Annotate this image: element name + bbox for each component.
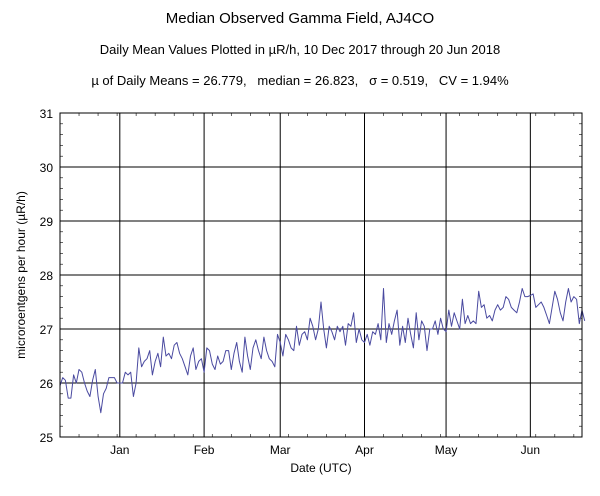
x-tick-label: Jun [521, 443, 540, 457]
y-tick-label: 31 [40, 107, 54, 121]
x-tick-label: Mar [270, 443, 291, 457]
x-tick-label: Jan [110, 443, 129, 457]
series-layer [59, 288, 586, 414]
y-tick-label: 27 [40, 323, 54, 337]
chart-statistics: µ of Daily Means = 26.779, median = 26.8… [91, 73, 509, 88]
x-tick-label: Feb [194, 443, 215, 457]
y-tick-label: 28 [40, 269, 54, 283]
y-tick-label: 25 [40, 431, 54, 445]
chart-title: Median Observed Gamma Field, AJ4CO [165, 10, 435, 27]
y-axis-label: microroentgens per hour (µR/h) [14, 191, 28, 359]
x-axis-label: Date (UTC) [290, 461, 351, 475]
y-tick-labels: 25 26 27 28 29 30 31 [40, 107, 54, 445]
series-line [59, 288, 586, 414]
x-tick-label: May [435, 443, 458, 457]
x-tick-labels: Jan Feb Mar Apr May Jun [110, 443, 540, 457]
y-tick-label: 30 [40, 161, 54, 175]
y-tick-label: 26 [40, 377, 54, 391]
y-tick-label: 29 [40, 215, 54, 229]
chart-subtitle: Daily Mean Values Plotted in µR/h, 10 De… [99, 42, 501, 57]
grid [59, 112, 582, 438]
plot-frame [59, 112, 583, 438]
x-tick-label: Apr [355, 443, 374, 457]
